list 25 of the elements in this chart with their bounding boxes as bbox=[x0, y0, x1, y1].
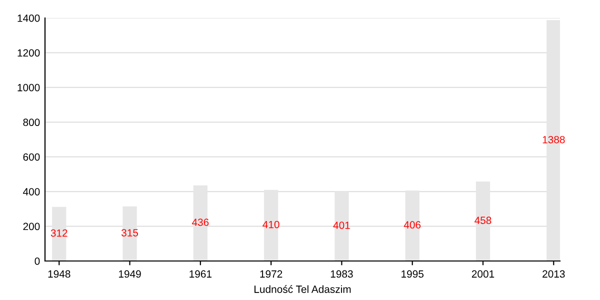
y-tick-label: 0 bbox=[34, 258, 40, 265]
data-label: 458 bbox=[474, 216, 492, 224]
y-tick-label: 600 bbox=[23, 153, 40, 161]
data-label: 315 bbox=[121, 229, 138, 236]
data-label: 401 bbox=[333, 222, 350, 229]
x-tick-label: 2001 bbox=[472, 270, 494, 278]
y-tick-label: 800 bbox=[23, 118, 40, 126]
data-label: 312 bbox=[50, 229, 68, 237]
x-tick-label: 1995 bbox=[402, 270, 424, 278]
y-tick-label: 1200 bbox=[18, 49, 40, 57]
x-tick-label: 1961 bbox=[190, 270, 212, 278]
y-tick-label: 1400 bbox=[18, 14, 40, 22]
x-tick-label: 2013 bbox=[542, 270, 565, 278]
data-label: 1388 bbox=[542, 136, 565, 144]
x-axis-title: Ludność Tel Adaszim bbox=[254, 285, 351, 293]
x-tick-label: 1972 bbox=[260, 270, 282, 278]
data-label: 410 bbox=[262, 220, 280, 228]
data-label: 436 bbox=[192, 218, 209, 226]
y-tick-label: 200 bbox=[23, 222, 40, 230]
x-tick-label: 1948 bbox=[48, 270, 70, 278]
y-tick-label: 400 bbox=[23, 188, 40, 196]
y-tick-label: 1000 bbox=[18, 84, 40, 92]
data-label: 406 bbox=[404, 221, 421, 229]
x-tick-label: 1949 bbox=[118, 270, 141, 278]
x-tick-label: 1983 bbox=[330, 270, 353, 278]
